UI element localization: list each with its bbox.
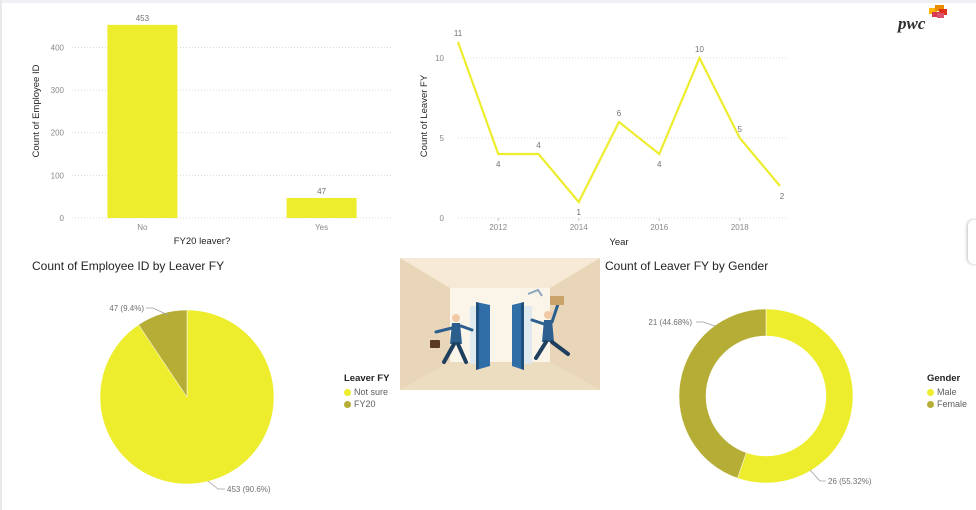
- bar-x-tick-label: No: [137, 223, 148, 232]
- line-data-label: 4: [657, 160, 662, 169]
- line-x-tick-label: 2014: [570, 223, 588, 232]
- donut-legend-item-female[interactable]: Female: [927, 399, 967, 409]
- fy20-swatch: [344, 400, 351, 408]
- line-data-label: 4: [496, 160, 501, 169]
- line-data-label: 6: [617, 109, 622, 118]
- donut-legend: Gender Male Female: [927, 373, 967, 411]
- pie-legend-title: Leaver FY: [344, 373, 390, 384]
- donut-slice-male: [737, 308, 854, 484]
- pie-chart-title: Count of Employee ID by Leaver FY: [32, 259, 225, 273]
- bar-y-tick-label: 200: [51, 129, 65, 138]
- female-swatch: [927, 400, 934, 408]
- donut-data-label: 21 (44.68%): [648, 318, 692, 327]
- bar-yes: [286, 197, 357, 218]
- leaver-illustration: [400, 258, 600, 390]
- bar-x-tick-label: Yes: [315, 223, 328, 232]
- male-swatch: [927, 388, 934, 396]
- bar-y-tick-label: 300: [51, 86, 65, 95]
- line-x-tick-label: 2012: [489, 223, 507, 232]
- bar-x-axis-title: FY20 leaver?: [174, 236, 231, 247]
- pie-data-label: 453 (90.6%): [227, 485, 271, 494]
- bar-y-tick-label: 400: [51, 43, 65, 52]
- pie-slice-fy20: [138, 309, 188, 398]
- report-left-border: [0, 0, 2, 510]
- donut-data-label: 26 (55.32%): [828, 477, 872, 486]
- bar-y-tick-label: 100: [51, 171, 65, 180]
- pwc-logo-text: pwc: [898, 14, 926, 33]
- line-data-label: 11: [454, 29, 463, 38]
- pie-chart[interactable]: 47 (9.4%) 453 (90.6%): [20, 280, 400, 505]
- bar-no: [107, 24, 178, 218]
- line-y-tick-label: 5: [440, 134, 445, 143]
- line-data-label: 10: [695, 45, 704, 54]
- pwc-logo: pwc: [898, 4, 954, 34]
- bar-data-label: 47: [317, 187, 326, 196]
- report-top-bar: [0, 0, 976, 3]
- pie-legend-label: FY20: [354, 399, 376, 409]
- pie-legend: Leaver FY Not sure FY20: [344, 373, 389, 411]
- line-x-axis-title: Year: [609, 237, 628, 248]
- pane-expand-tab[interactable]: [968, 220, 976, 264]
- pie-leader-line: [146, 307, 169, 316]
- donut-legend-item-male[interactable]: Male: [927, 387, 967, 397]
- donut-slice-female: [678, 308, 767, 479]
- line-x-tick-label: 2018: [731, 223, 749, 232]
- pie-data-label: 47 (9.4%): [109, 304, 144, 313]
- pie-legend-item-not-sure[interactable]: Not sure: [344, 387, 389, 397]
- donut-legend-title: Gender: [927, 373, 961, 384]
- line-y-tick-label: 10: [435, 54, 444, 63]
- donut-leader-line: [809, 469, 826, 482]
- pie-chart-svg: 47 (9.4%) 453 (90.6%): [99, 304, 275, 494]
- line-chart[interactable]: 0 5 10 2012 2014 2016 2018 11 4 4 1 6 4 10 5 2 Year Count…: [410, 4, 800, 250]
- line-data-label: 2: [780, 192, 785, 201]
- not-sure-swatch: [344, 388, 351, 396]
- line-data-label: 1: [577, 208, 582, 217]
- line-y-tick-label: 0: [440, 214, 445, 223]
- pie-legend-item-fy20[interactable]: FY20: [344, 399, 389, 409]
- bar-chart[interactable]: 0 100 200 300 400 453 No 47 Yes FY20 leaver? Count…: [20, 4, 395, 250]
- donut-chart-svg: 21 (44.68%) 26 (55.32%): [648, 308, 872, 486]
- bar-y-tick-label: 0: [60, 214, 65, 223]
- bar-chart-svg: 0 100 200 300 400 453 No 47 Yes FY20 leaver? Count…: [31, 14, 392, 247]
- line-y-axis-title: Count of Leaver FY: [419, 74, 430, 157]
- donut-chart[interactable]: 21 (44.68%) 26 (55.32%): [600, 280, 910, 505]
- people-leaving-image: [400, 258, 600, 390]
- pwc-logo-blocks: [929, 5, 947, 18]
- donut-leader-line: [696, 321, 716, 327]
- donut-chart-title: Count of Leaver FY by Gender: [605, 259, 769, 273]
- line-data-label: 5: [738, 125, 743, 134]
- line-chart-svg: 0 5 10 2012 2014 2016 2018 11 4 4 1 6 4 10 5 2 Year Count…: [419, 29, 788, 248]
- bar-data-label: 453: [136, 14, 150, 23]
- line-data-label: 4: [536, 141, 541, 150]
- line-x-tick-label: 2016: [650, 223, 668, 232]
- pie-legend-label: Not sure: [354, 387, 389, 397]
- bar-y-axis-title: Count of Employee ID: [31, 64, 42, 157]
- donut-legend-label: Male: [937, 387, 957, 397]
- donut-legend-label: Female: [937, 399, 968, 409]
- pie-leader-line: [207, 480, 225, 490]
